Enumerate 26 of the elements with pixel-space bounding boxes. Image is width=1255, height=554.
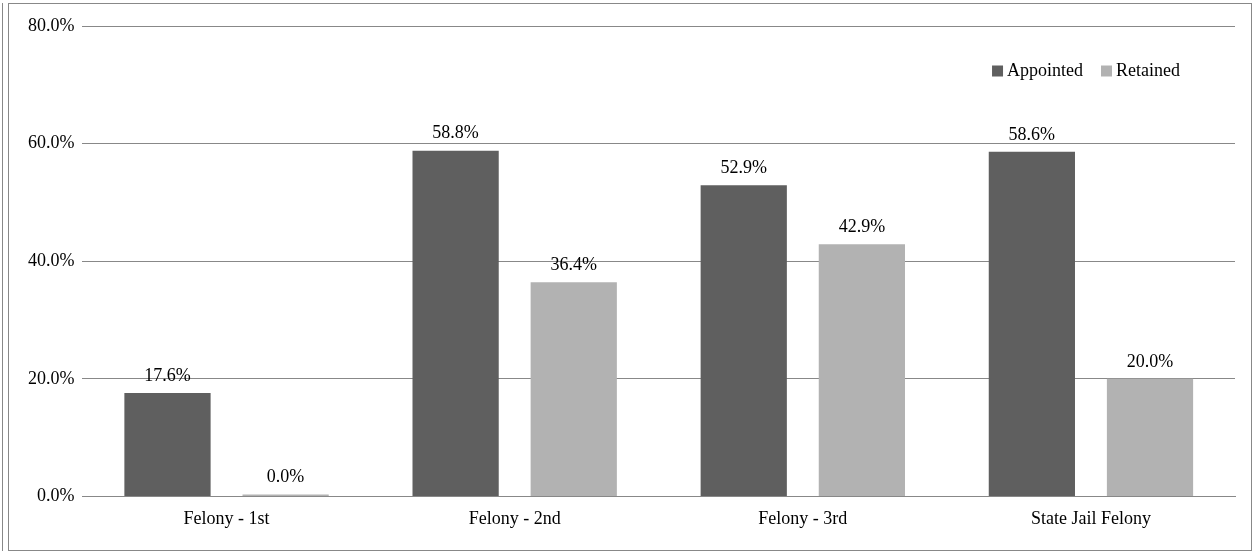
bar [124,392,211,496]
legend-label: Retained [1116,59,1181,80]
bar [412,150,499,496]
bar [530,282,617,496]
y-tick-label: 20.0% [27,367,75,388]
x-tick-label: State Jail Felony [1030,507,1151,528]
y-tick-label: 80.0% [27,14,75,35]
bar [988,151,1075,496]
data-label: 20.0% [1126,350,1174,371]
x-tick-label: Felony - 3rd [758,507,848,528]
bar [1106,378,1194,496]
x-tick-label: Felony - 2nd [468,507,561,528]
bar [818,244,905,496]
data-label: 42.9% [838,215,886,236]
y-tick-label: 60.0% [27,132,75,153]
bar [700,185,787,496]
y-tick-label: 0.0% [36,485,75,506]
data-label: 17.6% [144,364,191,385]
x-tick-label: Felony - 1st [183,507,270,528]
data-label: 36.4% [550,254,597,275]
data-label: 0.0% [266,466,305,487]
data-label: 58.6% [1008,123,1056,144]
data-label: 52.9% [720,157,767,178]
legend-label: Appointed [1007,59,1084,80]
data-label: 58.8% [432,122,479,143]
y-tick-label: 40.0% [27,249,75,270]
